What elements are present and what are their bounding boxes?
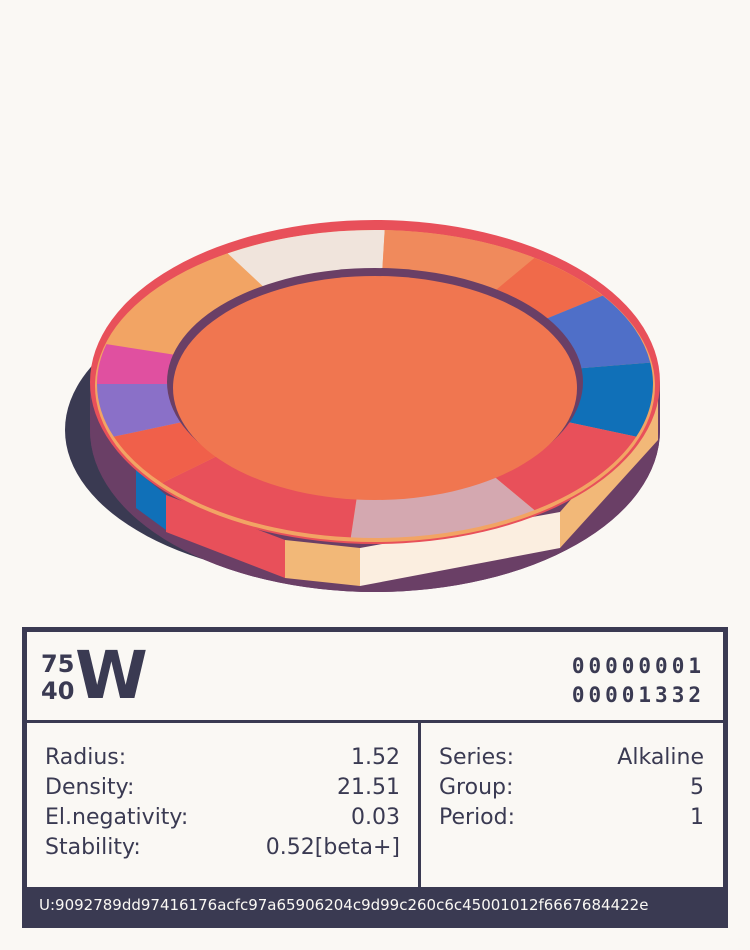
ring-segments [97, 230, 653, 538]
property-label: Stability: [45, 835, 141, 860]
property-value: 1 [690, 805, 704, 830]
side-band-cream [360, 512, 560, 586]
property-label: Radius: [45, 745, 127, 770]
property-label: Series: [439, 745, 515, 770]
element-card: 75 40 W 00000001 00001332 Radius: 1.52 D… [22, 627, 728, 928]
property-value: 0.03 [351, 805, 400, 830]
atomic-number: 40 [41, 677, 75, 705]
element-header: 75 40 W 00000001 00001332 [27, 632, 723, 723]
element-symbol: W [75, 637, 148, 714]
property-label: Group: [439, 775, 514, 800]
ring-segment [113, 422, 218, 483]
isometric-ring-artwork [65, 220, 660, 592]
property-row-density: Density: 21.51 [45, 773, 400, 803]
binary-code-line-1: 00000001 [571, 654, 705, 678]
property-label: Period: [439, 805, 516, 830]
uid-footer: U:9092789dd97416176acfc97a65906204c9d99c… [27, 887, 723, 923]
property-value: 0.52[beta+] [265, 835, 400, 860]
ring-segment [227, 230, 385, 290]
property-value: 1.52 [351, 745, 400, 770]
property-value: 21.51 [337, 775, 400, 800]
ring-segment [350, 475, 535, 538]
property-row-electronegativity: El.negativity: 0.03 [45, 803, 400, 833]
properties-right-panel: Series: Alkaline Group: 5 Period: 1 [421, 723, 723, 887]
side-band-orange [285, 540, 360, 586]
property-row-stability: Stability: 0.52[beta+] [45, 833, 400, 863]
property-value: Alkaline [617, 745, 704, 770]
property-label: Density: [45, 775, 135, 800]
side-band-blue [136, 470, 166, 530]
core-disc [173, 276, 577, 500]
property-row-radius: Radius: 1.52 [45, 743, 400, 773]
property-value: 5 [690, 775, 704, 800]
ring-segment [568, 362, 653, 437]
ring-segment [382, 230, 535, 293]
binary-code-line-2: 00001332 [571, 683, 705, 707]
property-row-group: Group: 5 [439, 773, 704, 803]
ring-segment [162, 455, 358, 538]
property-label: El.negativity: [45, 805, 189, 830]
side-band-red [166, 495, 285, 578]
property-row-series: Series: Alkaline [439, 743, 704, 773]
ring-segment [97, 344, 177, 384]
mass-number: 75 [41, 650, 75, 678]
ring-segment [97, 384, 182, 437]
ring-segment [106, 253, 266, 356]
property-row-period: Period: 1 [439, 803, 704, 833]
ring-segment [543, 295, 651, 369]
ring-segment [493, 422, 637, 511]
properties-left-panel: Radius: 1.52 Density: 21.51 El.negativit… [27, 723, 421, 887]
